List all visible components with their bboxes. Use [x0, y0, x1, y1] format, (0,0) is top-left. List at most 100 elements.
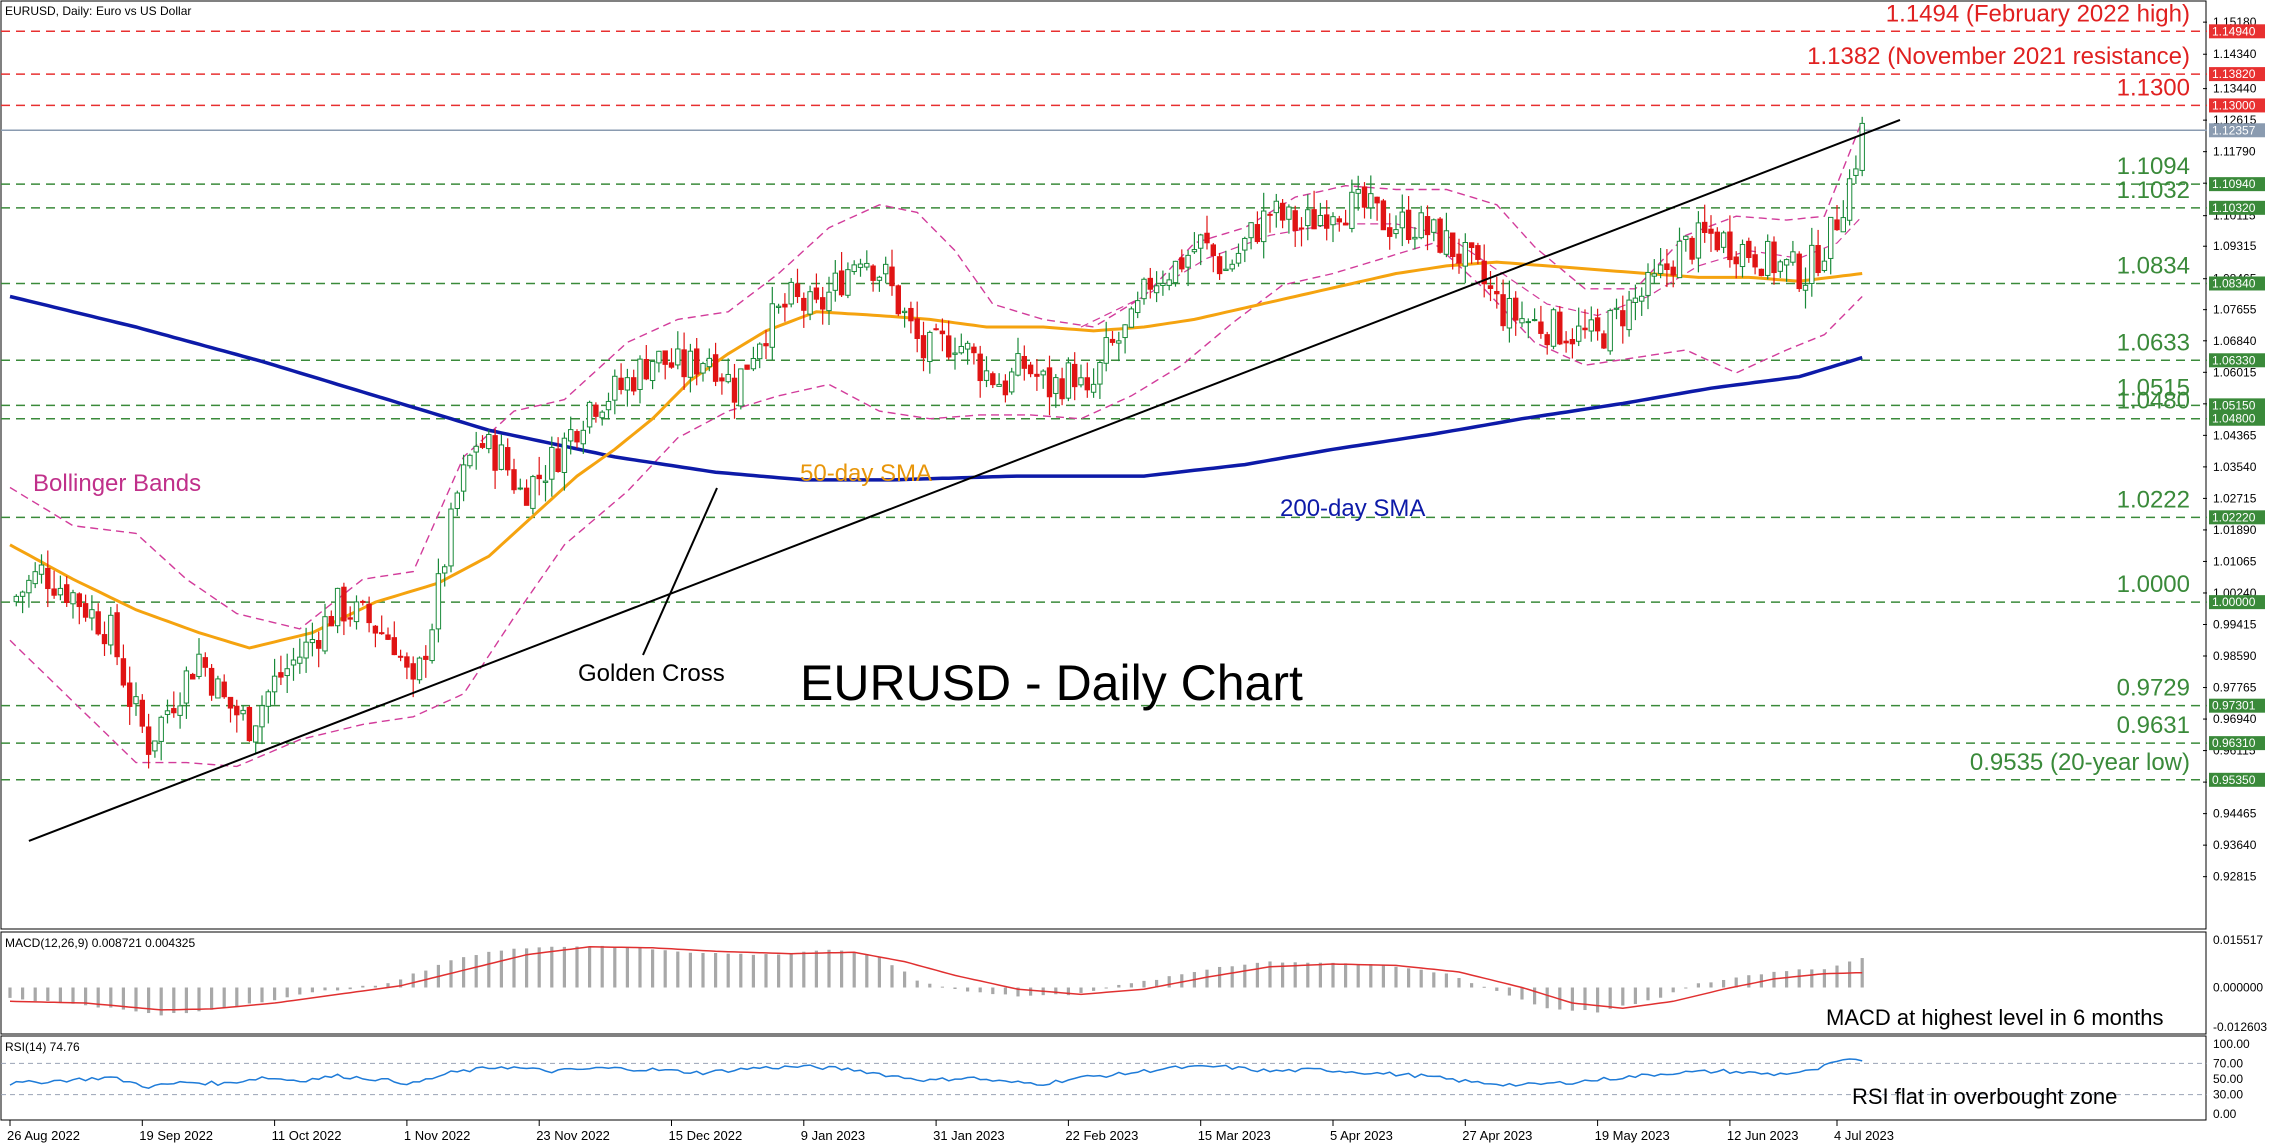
bollinger-lower-line	[9, 242, 1863, 768]
candle	[725, 358, 731, 384]
level-label-9: 1.0222	[2117, 486, 2190, 513]
candle	[1286, 204, 1292, 234]
candle	[26, 574, 32, 608]
macd-histogram-bar	[739, 953, 743, 988]
candle-body	[1702, 221, 1708, 234]
candle-body	[801, 297, 807, 311]
macd-histogram-bar	[235, 987, 239, 1007]
macd-histogram-bar	[1684, 987, 1688, 989]
macd-histogram-bar	[1344, 963, 1348, 988]
x-tick-label: 19 May 2023	[1595, 1128, 1670, 1143]
macd-histogram-bar	[991, 987, 995, 995]
candle	[549, 436, 555, 497]
macd-histogram-bar	[663, 950, 667, 988]
candle-body	[139, 699, 146, 727]
candle-body	[290, 659, 297, 666]
candle	[971, 343, 977, 365]
level-price-tag-label: 1.08340	[2212, 276, 2256, 290]
macd-histogram-bar	[1747, 975, 1751, 988]
candle	[775, 303, 782, 314]
candle-body	[1027, 364, 1034, 375]
macd-histogram-bar	[1709, 982, 1713, 988]
candle	[1021, 345, 1027, 381]
x-tick-label: 11 Oct 2022	[272, 1128, 342, 1143]
candle-body	[1242, 237, 1248, 251]
macd-histogram-bar	[1129, 983, 1133, 988]
candle	[82, 594, 89, 622]
candle-body	[618, 377, 624, 391]
candle-body	[1853, 168, 1859, 176]
candle-body	[1128, 308, 1135, 328]
macd-histogram-bar	[361, 985, 365, 988]
candle	[1834, 205, 1840, 231]
macd-histogram-bar	[1407, 968, 1411, 988]
candle	[32, 562, 38, 589]
macd-histogram-bar	[1092, 987, 1096, 991]
candle	[706, 348, 712, 372]
candle	[1424, 205, 1431, 251]
candle	[1059, 367, 1065, 406]
candle	[1090, 368, 1097, 398]
level-label-13: 0.9535 (20-year low)	[1970, 749, 2190, 776]
macd-histogram-bar	[84, 987, 88, 1006]
candle-body	[316, 639, 322, 649]
candle-body	[1676, 240, 1683, 279]
candle-body	[1153, 285, 1160, 294]
candle	[278, 655, 284, 686]
candle-body	[341, 586, 347, 622]
candle-body	[1002, 380, 1009, 396]
candle-body	[1645, 271, 1651, 296]
bollinger-upper-line	[9, 120, 1863, 630]
candle	[1702, 204, 1708, 243]
rsi-line	[9, 1058, 1863, 1089]
macd-histogram-bar	[71, 987, 75, 1004]
macd-histogram-bar	[348, 987, 352, 990]
candle-body	[1506, 297, 1513, 329]
candle-body	[1468, 242, 1475, 249]
candle-body	[95, 611, 101, 635]
candle	[1531, 308, 1538, 322]
candle	[656, 350, 662, 373]
candle	[788, 278, 794, 308]
macd-histogram-bar	[1671, 987, 1675, 993]
macd-histogram-bar	[1457, 978, 1461, 988]
candle-body	[769, 303, 775, 348]
candle	[1569, 328, 1576, 359]
candle-body	[1626, 299, 1632, 331]
candle	[145, 713, 152, 769]
candle	[1506, 280, 1513, 343]
candle-body	[706, 357, 712, 368]
candle	[164, 699, 171, 724]
candle-body	[927, 331, 933, 363]
level-label-5: 1.0834	[2117, 252, 2190, 279]
candle	[1002, 374, 1009, 403]
candle-body	[958, 345, 964, 354]
candle	[253, 725, 259, 754]
candle-body	[568, 429, 574, 442]
candle-body	[1424, 216, 1431, 236]
candle-body	[1739, 244, 1746, 268]
candle-body	[1431, 219, 1437, 233]
candle	[303, 627, 309, 673]
candle-body	[1368, 193, 1374, 209]
macd-title: MACD(12,26,9) 0.008721 0.004325	[5, 936, 195, 950]
candle-body	[1204, 232, 1210, 244]
x-tick-label: 22 Feb 2023	[1065, 1128, 1138, 1143]
macd-histogram-bar	[109, 987, 113, 1008]
x-tick-label: 12 Jun 2023	[1727, 1128, 1799, 1143]
macd-histogram-bar	[1822, 969, 1826, 988]
candle-body	[196, 653, 202, 677]
candle	[1582, 309, 1588, 339]
candle-body	[1664, 263, 1670, 270]
candle	[1765, 234, 1771, 280]
candle	[1576, 307, 1582, 347]
candle	[1809, 227, 1815, 297]
rsi-y-tick-label: 100.00	[2213, 1037, 2250, 1051]
candle	[1191, 232, 1198, 254]
price-y-tick-label: 1.09315	[2213, 239, 2257, 253]
level-price-tag-label: 1.02220	[2212, 510, 2256, 524]
candle	[851, 260, 857, 275]
candle	[1777, 259, 1783, 278]
level-price-tag	[2209, 411, 2265, 426]
candle-body	[1815, 245, 1821, 274]
